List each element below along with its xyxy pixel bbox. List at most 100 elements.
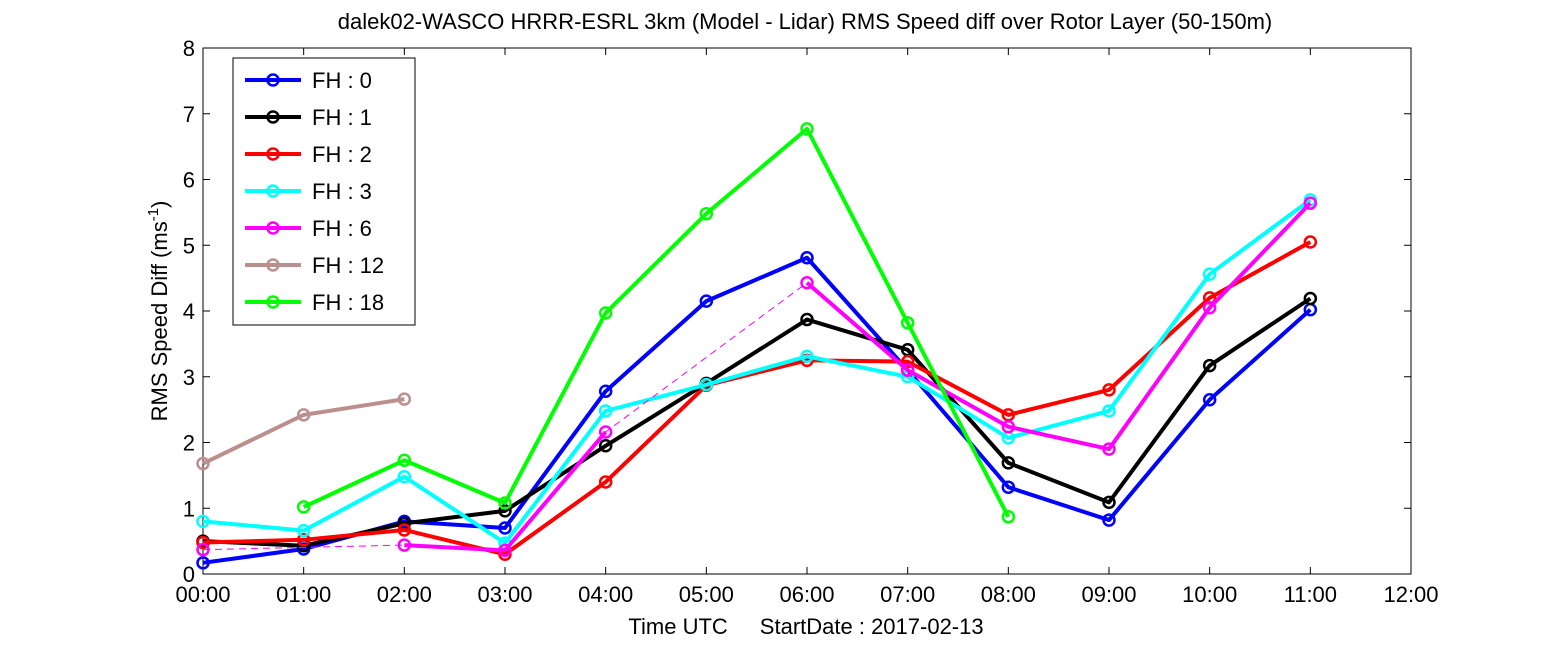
legend-marker [266, 295, 280, 309]
data-point [900, 316, 915, 330]
data-point [1102, 495, 1116, 510]
x-tick-label: 05:00 [679, 582, 734, 607]
x-tick-label: 04:00 [578, 582, 633, 607]
data-point [699, 206, 714, 221]
data-point [1202, 393, 1217, 407]
x-tick-label: 03:00 [477, 582, 532, 607]
legend-marker [266, 147, 280, 161]
data-point [397, 523, 412, 537]
legend-label: FH : 3 [312, 179, 372, 204]
chart-title: dalek02-WASCO HRRR-ESRL 3km (Model - Lid… [338, 9, 1273, 34]
data-point [498, 543, 512, 558]
data-point [397, 392, 412, 406]
legend-label: FH : 12 [312, 253, 384, 278]
x-axis-label: Time UTC StartDate : 2017-02-13 [628, 614, 983, 639]
y-axis-label: RMS Speed Diff (ms-1) [145, 201, 172, 422]
x-tick-group: 00:00 01:00 02:00 03:00 04:00 05:00 06:00 07:00… [175, 48, 1439, 607]
data-point [397, 469, 412, 484]
legend-label: FH : 18 [312, 290, 384, 315]
data-point [397, 453, 412, 468]
x-axis-label-startdate: StartDate : 2017-02-13 [760, 614, 984, 639]
series-line [202, 296, 1312, 548]
data-point [397, 538, 412, 552]
data-point [296, 500, 311, 514]
series-3 [196, 193, 1318, 550]
y-tick-label: 8 [183, 36, 195, 61]
y-tick-label: 0 [183, 562, 195, 587]
series-4 [196, 196, 1318, 558]
y-axis-label-close: ) [147, 201, 172, 208]
x-axis-label-time: Time UTC [628, 614, 728, 639]
series-line [202, 397, 405, 466]
data-point [1303, 235, 1318, 249]
data-point [196, 456, 210, 471]
data-point [699, 294, 714, 308]
data-point [498, 521, 512, 535]
legend-marker [266, 221, 280, 235]
x-tick-label: 10:00 [1182, 582, 1237, 607]
data-point [800, 250, 814, 265]
data-point [296, 408, 311, 422]
y-axis-label-text: RMS Speed Diff (ms [147, 221, 172, 421]
y-tick-group: 0 1 2 3 4 5 6 7 8 [183, 36, 1411, 587]
data-point [1102, 404, 1116, 418]
data-point [598, 404, 613, 418]
series-5 [196, 392, 412, 471]
data-point [1001, 480, 1016, 494]
legend-marker [266, 110, 280, 124]
data-point [598, 306, 613, 320]
data-point [800, 275, 814, 290]
data-point [196, 514, 210, 529]
data-point [598, 475, 613, 489]
data-point [1102, 442, 1116, 456]
legend-marker [266, 73, 280, 87]
data-point [1102, 513, 1116, 527]
data-point [498, 504, 512, 518]
y-tick-label: 1 [183, 496, 195, 521]
series-line [805, 201, 1312, 452]
data-point [1202, 267, 1217, 281]
y-tick-label: 7 [183, 102, 195, 127]
legend-label: FH : 0 [312, 68, 372, 93]
data-point [800, 349, 814, 364]
y-tick-label: 3 [183, 365, 195, 390]
data-point [196, 535, 210, 550]
data-point [1202, 358, 1217, 373]
series-6 [296, 122, 1016, 524]
data-point [1001, 510, 1016, 524]
series-line [404, 430, 608, 553]
data-point [800, 122, 814, 136]
x-tick-label: 01:00 [276, 582, 331, 607]
y-tick-label: 6 [183, 168, 195, 193]
x-tick-label: 12:00 [1383, 582, 1438, 607]
x-tick-label: 06:00 [779, 582, 834, 607]
data-point [699, 377, 714, 392]
series-line [202, 240, 1312, 557]
data-point [1303, 196, 1318, 210]
legend-label: FH : 2 [312, 142, 372, 167]
data-point [1303, 291, 1318, 306]
x-tick-label: 02:00 [377, 582, 432, 607]
series-line [202, 198, 1312, 546]
data-point [196, 556, 210, 570]
data-point [296, 523, 311, 538]
data-point [296, 533, 311, 547]
data-point [598, 425, 613, 439]
x-tick-label: 00:00 [175, 582, 230, 607]
x-tick-label: 09:00 [1081, 582, 1136, 607]
series-group [196, 122, 1318, 570]
data-point [1001, 419, 1016, 434]
x-tick-label: 11:00 [1284, 582, 1337, 607]
series-line [302, 126, 1011, 518]
data-point [900, 354, 915, 369]
y-axis-label-superscript: -1 [145, 208, 162, 221]
y-tick-label: 4 [183, 299, 195, 324]
data-point [1001, 456, 1016, 470]
y-tick-label: 5 [183, 233, 195, 258]
legend-label: FH : 1 [312, 105, 372, 130]
legend: FH : 0 FH : 1 FH : 2 FH : 3 FH : 6 FH : 12 FH … [232, 57, 416, 326]
y-tick-label: 2 [183, 431, 195, 456]
data-point [1202, 300, 1217, 315]
data-point [598, 384, 613, 398]
